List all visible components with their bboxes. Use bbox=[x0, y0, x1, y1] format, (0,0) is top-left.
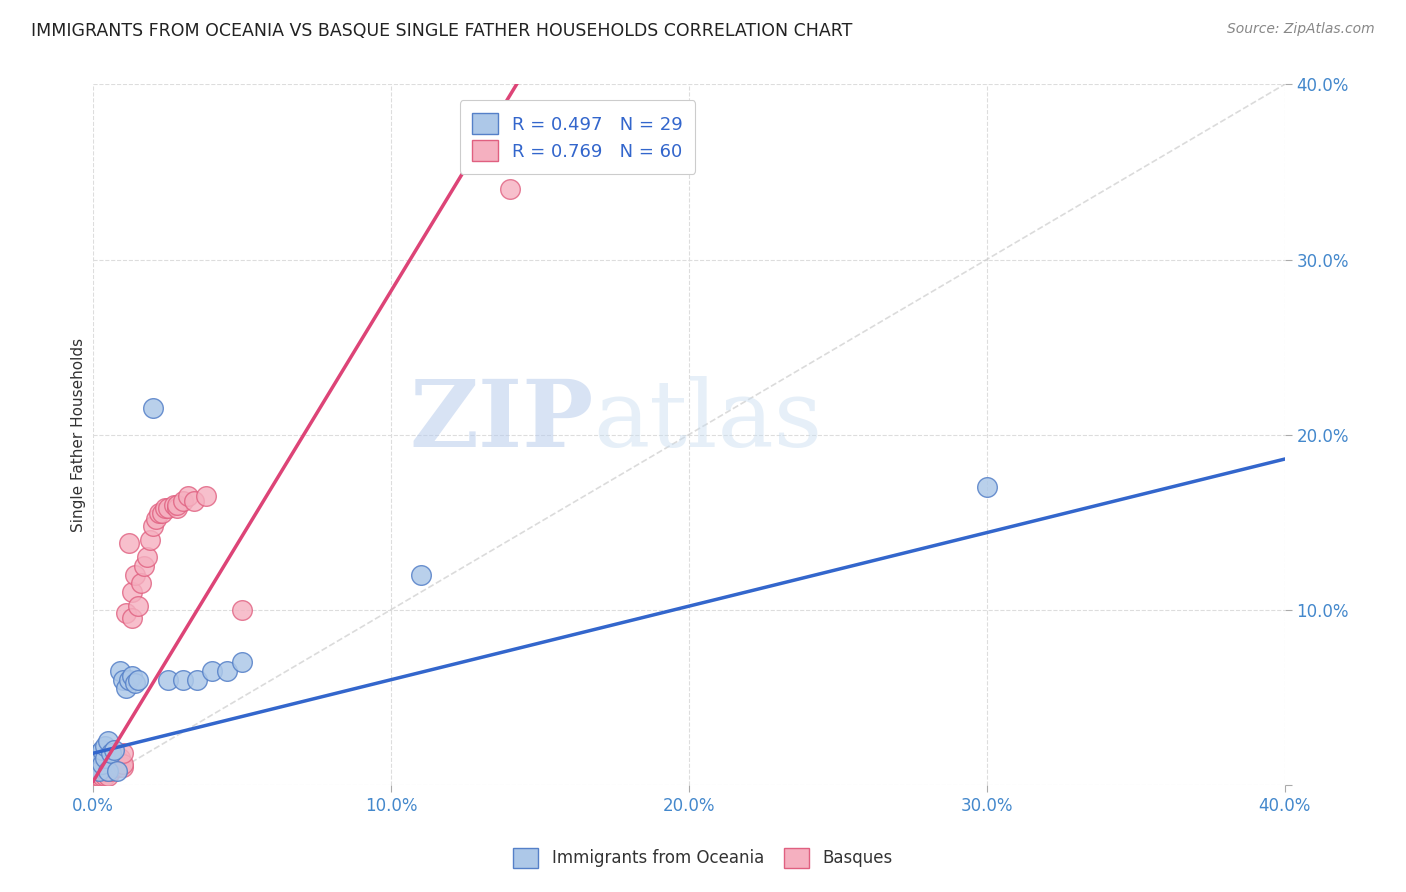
Point bbox=[103, 760, 125, 774]
Point bbox=[94, 751, 117, 765]
Point bbox=[108, 751, 131, 765]
Point bbox=[84, 751, 107, 765]
Point bbox=[91, 743, 114, 757]
Point bbox=[105, 751, 128, 765]
Point bbox=[108, 760, 131, 774]
Point bbox=[142, 518, 165, 533]
Point bbox=[127, 599, 149, 614]
Point bbox=[111, 673, 134, 687]
Point bbox=[162, 498, 184, 512]
Point bbox=[94, 769, 117, 783]
Point bbox=[156, 501, 179, 516]
Point bbox=[105, 764, 128, 778]
Point bbox=[84, 760, 107, 774]
Point bbox=[172, 673, 194, 687]
Point bbox=[108, 664, 131, 678]
Point bbox=[976, 480, 998, 494]
Point bbox=[124, 567, 146, 582]
Point bbox=[135, 550, 157, 565]
Point bbox=[89, 764, 111, 778]
Point bbox=[166, 501, 188, 516]
Point bbox=[97, 760, 120, 774]
Point bbox=[121, 611, 143, 625]
Point bbox=[118, 536, 141, 550]
Point bbox=[91, 764, 114, 778]
Point bbox=[100, 756, 122, 771]
Point bbox=[94, 760, 117, 774]
Point bbox=[121, 585, 143, 599]
Point bbox=[94, 764, 117, 778]
Point bbox=[97, 764, 120, 778]
Point bbox=[183, 494, 205, 508]
Legend: Immigrants from Oceania, Basques: Immigrants from Oceania, Basques bbox=[506, 841, 900, 875]
Point bbox=[231, 602, 253, 616]
Point bbox=[97, 764, 120, 778]
Point bbox=[129, 576, 152, 591]
Y-axis label: Single Father Households: Single Father Households bbox=[72, 337, 86, 532]
Point bbox=[89, 764, 111, 778]
Point bbox=[103, 746, 125, 760]
Point bbox=[201, 664, 224, 678]
Point bbox=[186, 673, 208, 687]
Point bbox=[94, 739, 117, 754]
Point bbox=[94, 751, 117, 765]
Point bbox=[111, 756, 134, 771]
Point bbox=[111, 746, 134, 760]
Point bbox=[153, 501, 176, 516]
Point bbox=[150, 507, 173, 521]
Point bbox=[103, 751, 125, 765]
Point bbox=[97, 734, 120, 748]
Point bbox=[89, 769, 111, 783]
Point bbox=[97, 751, 120, 765]
Point bbox=[89, 746, 111, 760]
Point bbox=[89, 756, 111, 771]
Point bbox=[139, 533, 162, 547]
Point bbox=[97, 769, 120, 783]
Point bbox=[124, 676, 146, 690]
Point bbox=[145, 511, 167, 525]
Point bbox=[84, 765, 107, 780]
Point bbox=[100, 746, 122, 760]
Point bbox=[91, 756, 114, 771]
Point bbox=[91, 756, 114, 771]
Point bbox=[111, 760, 134, 774]
Point bbox=[100, 764, 122, 778]
Point bbox=[118, 673, 141, 687]
Point bbox=[499, 182, 522, 196]
Point bbox=[105, 760, 128, 774]
Point bbox=[195, 489, 218, 503]
Point bbox=[115, 681, 138, 696]
Point bbox=[100, 751, 122, 765]
Point bbox=[166, 498, 188, 512]
Text: IMMIGRANTS FROM OCEANIA VS BASQUE SINGLE FATHER HOUSEHOLDS CORRELATION CHART: IMMIGRANTS FROM OCEANIA VS BASQUE SINGLE… bbox=[31, 22, 852, 40]
Point bbox=[84, 769, 107, 783]
Text: ZIP: ZIP bbox=[409, 376, 593, 466]
Point bbox=[132, 558, 155, 573]
Point bbox=[217, 664, 239, 678]
Point bbox=[148, 507, 170, 521]
Point bbox=[231, 655, 253, 669]
Point bbox=[142, 401, 165, 416]
Point bbox=[84, 756, 107, 771]
Point bbox=[84, 751, 107, 765]
Legend: R = 0.497   N = 29, R = 0.769   N = 60: R = 0.497 N = 29, R = 0.769 N = 60 bbox=[460, 101, 696, 174]
Point bbox=[121, 669, 143, 683]
Point bbox=[177, 489, 200, 503]
Point bbox=[89, 760, 111, 774]
Point bbox=[91, 769, 114, 783]
Point bbox=[156, 673, 179, 687]
Text: Source: ZipAtlas.com: Source: ZipAtlas.com bbox=[1227, 22, 1375, 37]
Point bbox=[409, 567, 432, 582]
Point bbox=[103, 756, 125, 771]
Point bbox=[115, 606, 138, 620]
Point bbox=[100, 760, 122, 774]
Text: atlas: atlas bbox=[593, 376, 823, 466]
Point bbox=[103, 743, 125, 757]
Point bbox=[84, 760, 107, 774]
Point bbox=[172, 494, 194, 508]
Point bbox=[127, 673, 149, 687]
